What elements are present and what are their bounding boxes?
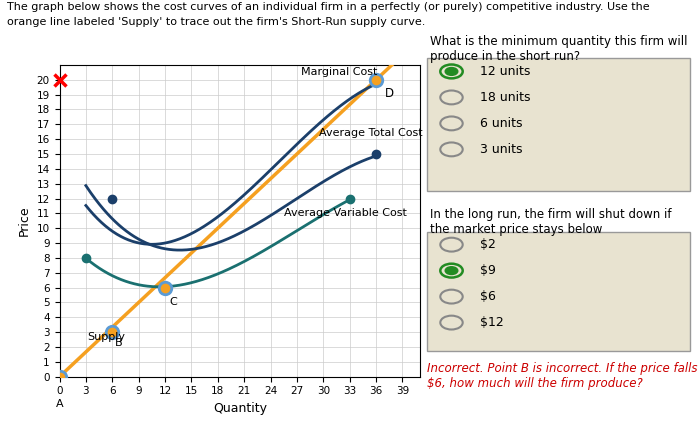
Text: A: A [56, 399, 63, 409]
Text: $12: $12 [480, 316, 503, 329]
Text: 6 units: 6 units [480, 117, 522, 130]
Text: $6: $6 [480, 290, 496, 303]
Text: orange line labeled 'Supply' to trace out the firm's Short-Run supply curve.: orange line labeled 'Supply' to trace ou… [7, 17, 426, 27]
Text: 12 units: 12 units [480, 65, 530, 78]
Text: D: D [385, 87, 394, 100]
Text: Average Variable Cost: Average Variable Cost [284, 208, 407, 218]
Text: the market price stays below: the market price stays below [430, 223, 603, 236]
Text: In the long run, the firm will shut down if: In the long run, the firm will shut down… [430, 208, 672, 221]
Text: Marginal Cost: Marginal Cost [301, 68, 378, 78]
Text: 3 units: 3 units [480, 143, 522, 156]
Text: The graph below shows the cost curves of an individual firm in a perfectly (or p: The graph below shows the cost curves of… [7, 2, 650, 12]
Text: B: B [115, 338, 122, 348]
Y-axis label: Price: Price [18, 206, 31, 236]
Text: $6, how much will the firm produce?: $6, how much will the firm produce? [427, 377, 643, 390]
Text: What is the minimum quantity this firm will: What is the minimum quantity this firm w… [430, 35, 688, 48]
Text: $9: $9 [480, 264, 496, 277]
Text: Incorrect. Point B is incorrect. If the price falls below: Incorrect. Point B is incorrect. If the … [427, 362, 700, 375]
Text: Supply: Supply [88, 332, 125, 342]
Text: C: C [169, 297, 177, 307]
Text: produce in the short run?: produce in the short run? [430, 50, 580, 63]
Text: Average Total Cost: Average Total Cost [319, 128, 423, 138]
X-axis label: Quantity: Quantity [213, 402, 267, 415]
Text: 18 units: 18 units [480, 91, 530, 104]
Text: $2: $2 [480, 238, 496, 251]
